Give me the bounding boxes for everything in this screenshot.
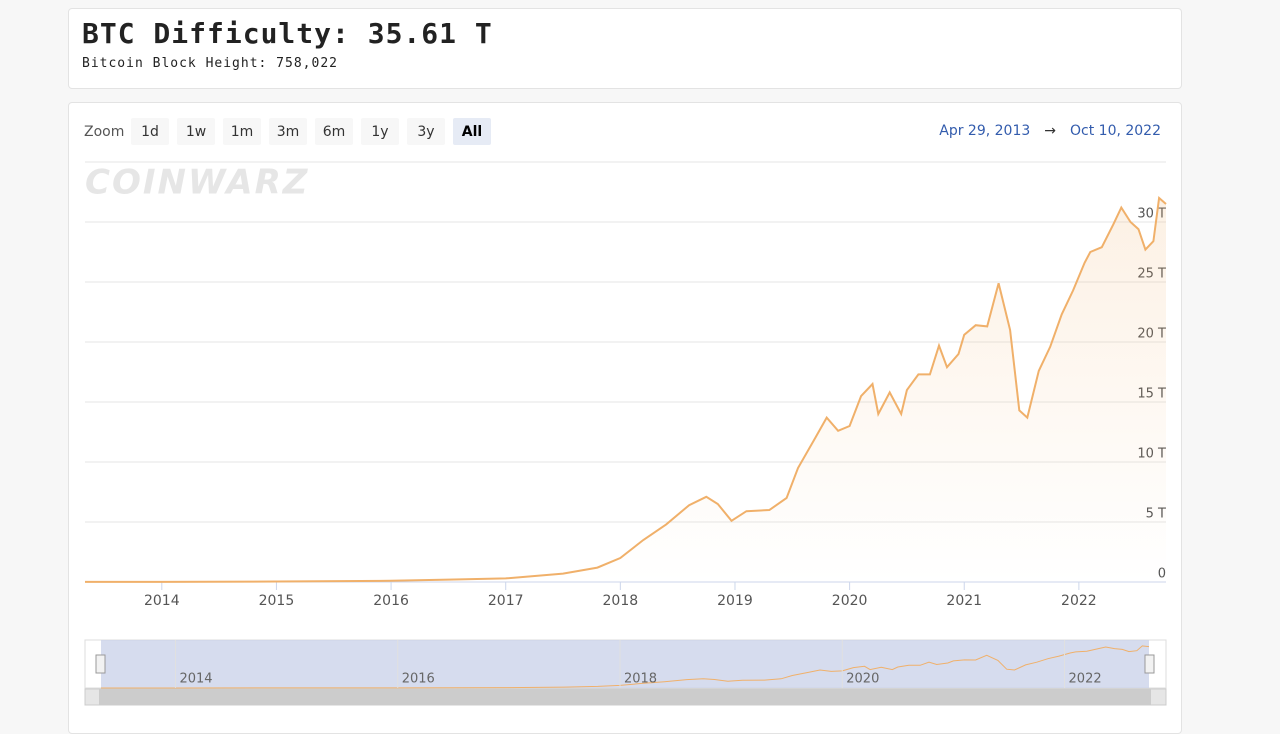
zoom-button[interactable]: [315, 118, 353, 145]
zoom-button-label[interactable]: 3m: [277, 124, 300, 140]
watermark: COINWARZ: [85, 163, 309, 203]
zoom-button-label[interactable]: 1w: [186, 124, 206, 140]
navigator-tick-label: 2018: [624, 672, 657, 687]
navigator-tick-label: 2014: [179, 672, 212, 687]
x-tick-label: 2021: [946, 593, 982, 609]
navigator-line: [101, 645, 1150, 689]
x-tick-label: 2015: [259, 593, 295, 609]
zoom-button-label[interactable]: 6m: [323, 124, 346, 140]
handle-left[interactable]: [95, 654, 106, 674]
x-tick-label: 2014: [144, 593, 180, 609]
zoom-button-label[interactable]: 1m: [231, 124, 254, 140]
range: Apr 29, 2013 → Oct 10, 2022: [939, 123, 1161, 139]
x-tick-label: 2020: [832, 593, 868, 609]
header-card: BTC Difficulty: 35.61 T Bitcoin Block He…: [68, 8, 1182, 89]
x-tick-label: 2018: [603, 593, 639, 609]
zoom-button-label[interactable]: 1d: [141, 124, 159, 140]
zoom-button[interactable]: [269, 118, 307, 145]
title: BTC Difficulty: 35.61 T: [82, 17, 493, 50]
zoom-button[interactable]: [223, 118, 261, 145]
subtitle: Bitcoin Block Height: 758,022: [82, 56, 338, 71]
zoom-button[interactable]: [177, 118, 215, 145]
navigator-mask[interactable]: [101, 640, 1149, 688]
zoom-button[interactable]: [453, 118, 491, 145]
navigator-tick-label: 2016: [402, 672, 435, 687]
range-to: Oct 10, 2022: [1070, 123, 1161, 139]
navigator-tick-label: 2022: [1069, 672, 1102, 687]
zoom-label: Zoom: [84, 124, 124, 140]
handle-right[interactable]: [1144, 654, 1155, 674]
x-tick-label: 2019: [717, 593, 753, 609]
zoom-button-label[interactable]: All: [462, 124, 482, 140]
x-tick-label: 2022: [1061, 593, 1097, 609]
area: [85, 198, 1166, 582]
x-tick-label: 2017: [488, 593, 524, 609]
zoom-button-label[interactable]: 1y: [371, 124, 388, 140]
zoom-button-label[interactable]: 3y: [417, 124, 434, 140]
zoom-button[interactable]: [361, 118, 399, 145]
range-sep: →: [1044, 123, 1056, 139]
zoom-button[interactable]: [131, 118, 169, 145]
x-tick-label: 2016: [373, 593, 409, 609]
line: [85, 196, 1167, 583]
zoom-button[interactable]: [407, 118, 445, 145]
scrollbar-thumb[interactable]: [99, 689, 1151, 705]
navigator-tick-label: 2020: [846, 672, 879, 687]
range-from: Apr 29, 2013: [939, 123, 1030, 139]
